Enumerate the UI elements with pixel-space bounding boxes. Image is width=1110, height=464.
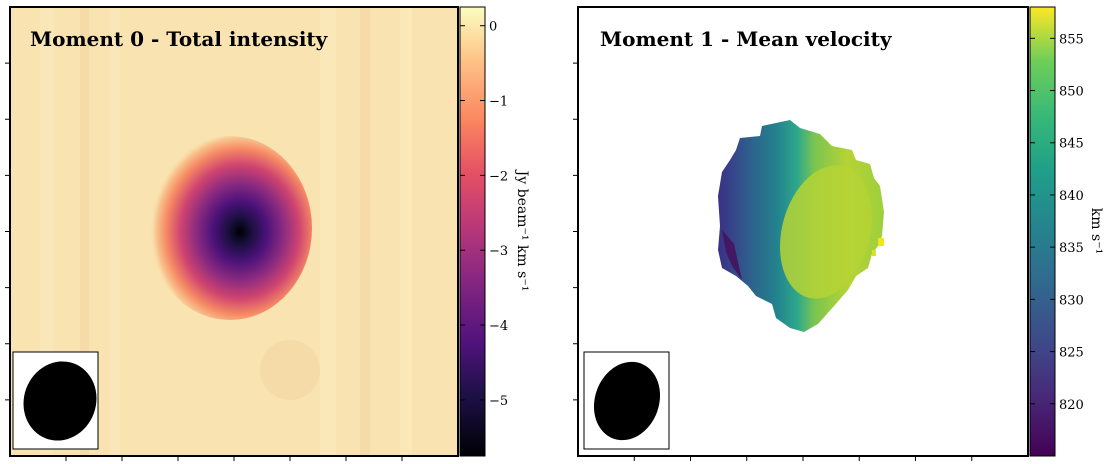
colorbar-tick-label: −4 xyxy=(489,319,508,334)
colorbar-tick-label: 855 xyxy=(1059,32,1084,47)
moment0-beam xyxy=(23,361,97,441)
colorbar-tick-label: 825 xyxy=(1059,346,1084,361)
colorbar-tick-label: 0 xyxy=(489,20,497,35)
moment0-panel: Moment 0 - Total intensity xyxy=(5,6,459,461)
moment0-axis-ticks xyxy=(5,62,403,461)
moment1-colorbar: 820 825 830 835 840 845 850 855 km s⁻¹ xyxy=(1029,6,1104,457)
colorbar-tick-label: 840 xyxy=(1059,189,1084,204)
moment0-emission xyxy=(148,136,312,320)
colorbar-tick-label: 850 xyxy=(1059,85,1084,100)
moment1-panel: Moment 1 - Mean velocity xyxy=(573,6,1029,461)
moment1-colorbar-scale xyxy=(1029,6,1056,457)
colorbar-tick-label: −2 xyxy=(489,169,508,184)
moment1-axis-ticks xyxy=(573,62,973,461)
moment0-colorbar: 0 −1 −2 −3 −4 −5 Jy beam⁻¹ km s⁻¹ xyxy=(459,6,530,457)
moment0-noise xyxy=(40,7,412,456)
colorbar-tick-label: 830 xyxy=(1059,293,1084,308)
colorbar-tick-label: −1 xyxy=(489,95,508,110)
moment1-title: Moment 1 - Mean velocity xyxy=(600,27,893,51)
colorbar-tick-label: 845 xyxy=(1059,137,1084,152)
colorbar-tick-label: 820 xyxy=(1059,398,1084,413)
moment1-colorbar-label: km s⁻¹ xyxy=(1088,208,1104,254)
moment1-red-lobe xyxy=(779,165,873,299)
moment0-colorbar-label: Jy beam⁻¹ km s⁻¹ xyxy=(514,169,530,292)
colorbar-tick-label: 835 xyxy=(1059,241,1084,256)
moment0-colorbar-scale xyxy=(459,6,486,457)
colorbar-tick-label: −5 xyxy=(489,394,508,409)
moment0-title: Moment 0 - Total intensity xyxy=(30,27,329,51)
colorbar-tick-label: −3 xyxy=(489,244,508,259)
moment1-beam xyxy=(593,361,661,441)
moment1-blue-edge xyxy=(722,230,742,280)
